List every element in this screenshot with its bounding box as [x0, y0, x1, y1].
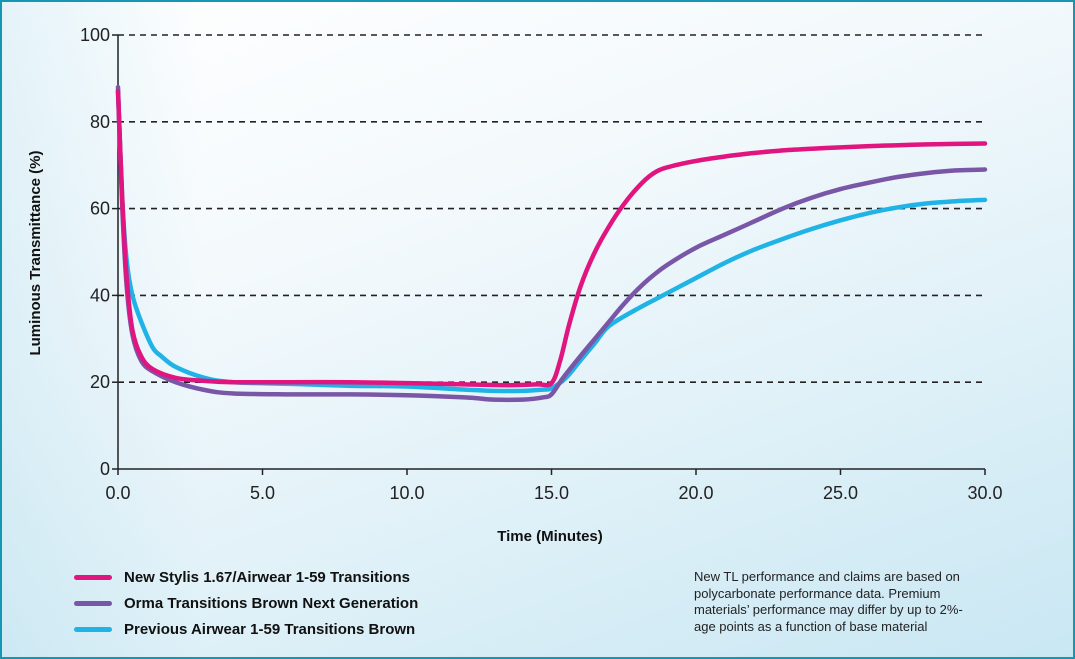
- y-tick-label: 80: [90, 112, 110, 132]
- legend-swatch: [74, 626, 112, 632]
- y-tick-label: 0: [100, 459, 110, 479]
- footnote-line: polycarbonate performance data. Premium: [694, 585, 941, 601]
- x-tick-label: 25.0: [823, 483, 858, 503]
- x-tick-label: 0.0: [105, 483, 130, 503]
- series-lines: [115, 84, 988, 403]
- legend: New Stylis 1.67/Airwear 1-59 Transitions…: [74, 564, 418, 642]
- x-tick-label: 10.0: [389, 483, 424, 503]
- footnote-line: age points as a function of base materia…: [694, 618, 928, 634]
- y-tick-label: 100: [80, 25, 110, 45]
- x-axis-title: Time (Minutes): [497, 528, 603, 545]
- gridlines: [118, 34, 985, 384]
- legend-item-previous-airwear: Previous Airwear 1-59 Transitions Brown: [74, 616, 418, 642]
- x-axis: 0.0 5.0 10.0 15.0 20.0 25.0 30.0: [105, 468, 1003, 503]
- x-tick-label: 20.0: [678, 483, 713, 503]
- legend-label: Previous Airwear 1-59 Transitions Brown: [124, 620, 416, 638]
- footnote-line: New TL performance and claims are based …: [694, 569, 960, 584]
- legend-swatch: [74, 600, 112, 606]
- x-tick-label: 15.0: [534, 483, 569, 503]
- y-axis: 0 20 40 60 80 100: [80, 25, 119, 479]
- legend-item-orma: Orma Transitions Brown Next Generation: [74, 590, 418, 616]
- legend-item-new-stylis: New Stylis 1.67/Airwear 1-59 Transitions: [74, 564, 418, 590]
- y-axis-title: Luminous Transmittance (%): [27, 150, 44, 355]
- series-line-1: [115, 84, 988, 403]
- legend-label: New Stylis 1.67/Airwear 1-59 Transitions: [124, 568, 410, 586]
- footnote: New TL performance and claims are based …: [694, 569, 1054, 635]
- series-line-2: [115, 89, 988, 394]
- y-tick-label: 40: [90, 285, 110, 305]
- footnote-line: materials’ performance may differ by up …: [694, 602, 963, 617]
- legend-label: Orma Transitions Brown Next Generation: [124, 594, 419, 612]
- legend-swatch: [74, 574, 112, 580]
- series-line-0: [115, 89, 988, 388]
- y-tick-label: 60: [90, 199, 110, 219]
- x-tick-label: 30.0: [967, 483, 1002, 503]
- y-tick-label: 20: [90, 372, 110, 392]
- x-tick-label: 5.0: [250, 483, 275, 503]
